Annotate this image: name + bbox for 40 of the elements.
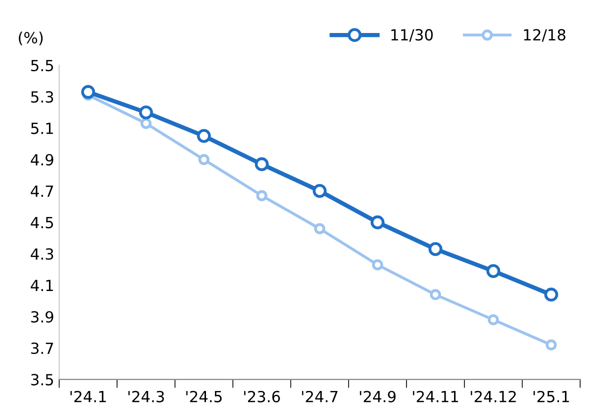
legend-label: 12/18 xyxy=(524,29,566,42)
point xyxy=(546,339,557,350)
point xyxy=(370,215,385,230)
y-tick-label: 3.9 xyxy=(31,311,54,323)
x-tick-label: '23.6 xyxy=(244,390,280,402)
point xyxy=(254,157,269,172)
point xyxy=(488,314,499,326)
x-tick-label: '25.1 xyxy=(534,390,569,402)
y-tick-label: 5.1 xyxy=(31,122,53,134)
x-tick-label: '24.12 xyxy=(470,390,516,402)
x-tick-label: '24.3 xyxy=(128,390,164,402)
x-tick-label: '24.9 xyxy=(360,390,396,402)
x-tick-label: '24.1 xyxy=(70,390,106,402)
point xyxy=(428,242,442,256)
point xyxy=(312,184,327,198)
y-tick-label: 5.5 xyxy=(31,60,54,72)
point xyxy=(314,223,326,234)
y-tick-label: 4.1 xyxy=(30,280,53,291)
y-tick-label: 4.9 xyxy=(30,154,54,166)
point xyxy=(140,118,152,129)
point xyxy=(486,264,500,278)
y-tick-label: 4.5 xyxy=(30,217,54,228)
y-tick-label: 4.7 xyxy=(30,186,54,197)
y-tick-label: 3.7 xyxy=(31,342,54,354)
x-tick-label: '24.11 xyxy=(412,390,458,402)
point xyxy=(372,259,384,270)
y-tick-label: 4.3 xyxy=(30,248,54,260)
point xyxy=(430,289,442,300)
y-tick-label: 3.5 xyxy=(31,374,54,386)
legend-label: 11/30 xyxy=(391,29,433,42)
x-tick-label: '24.5 xyxy=(186,390,222,402)
point xyxy=(256,190,268,202)
x-tick-label: '24.7 xyxy=(302,390,338,402)
y-tick-label: 5.3 xyxy=(31,91,54,103)
point xyxy=(198,154,210,166)
point xyxy=(544,288,558,302)
y-axis-title: (%) xyxy=(18,32,43,46)
point xyxy=(139,105,153,120)
point xyxy=(81,85,96,99)
point xyxy=(196,129,211,143)
